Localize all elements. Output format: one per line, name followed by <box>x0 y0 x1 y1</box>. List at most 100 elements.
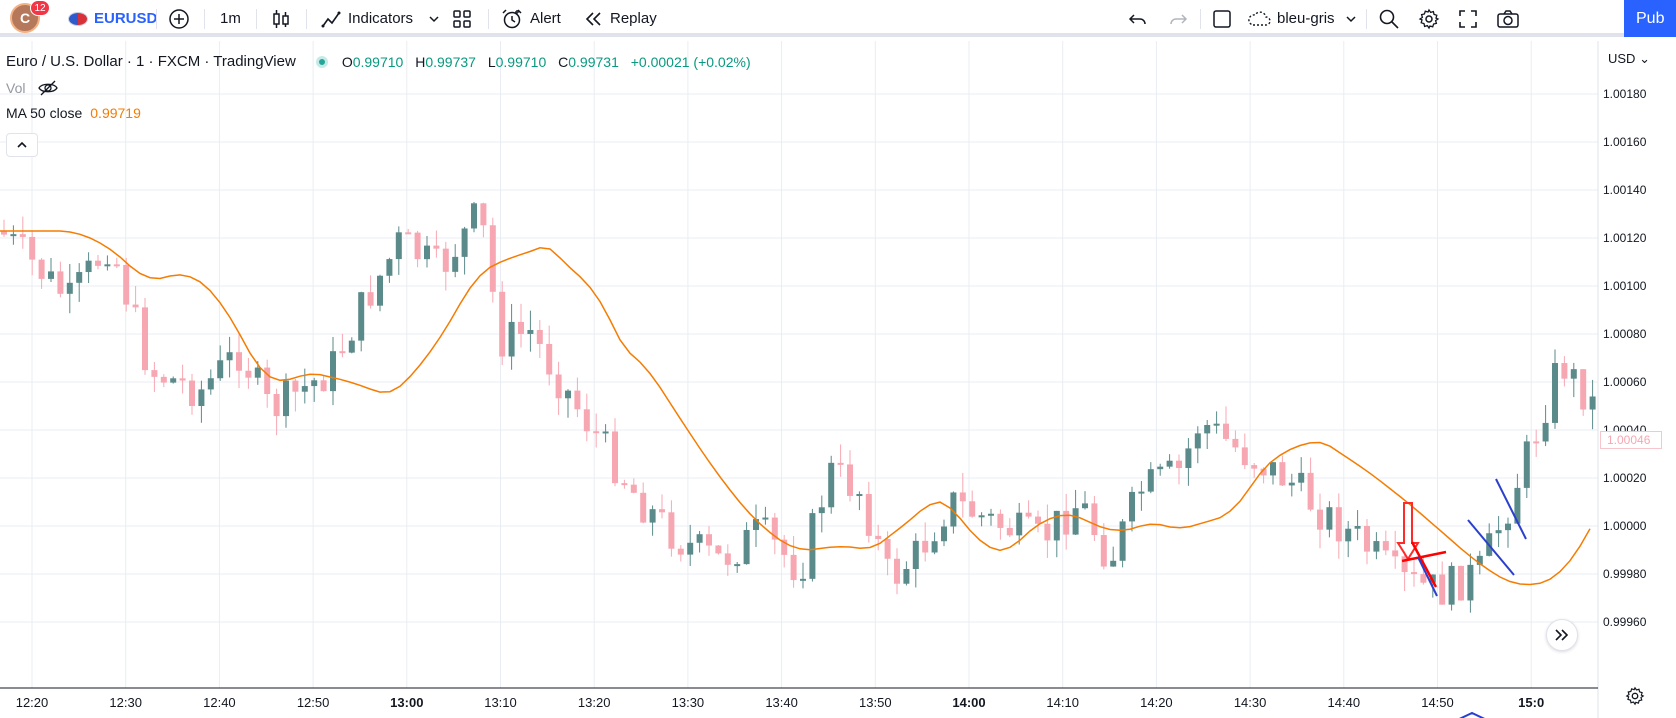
candle-body <box>19 234 26 237</box>
time-label: 14:10 <box>1046 695 1079 710</box>
candle-body <box>612 431 618 484</box>
candle-body <box>123 264 130 305</box>
symbol-legend: Euro / U.S. Dollar · 1 · FXCM · TradingV… <box>6 53 751 70</box>
fast-forward-icon <box>1555 629 1569 641</box>
high-value: 0.99737 <box>425 53 476 70</box>
candle-body <box>311 380 318 387</box>
candle-body <box>640 492 647 523</box>
candle-body <box>1523 441 1530 488</box>
indicators-icon <box>321 11 341 27</box>
plus-circle-icon <box>169 8 189 29</box>
candle-body <box>922 540 929 553</box>
indicators-dropdown[interactable] <box>428 0 440 37</box>
settings-button[interactable] <box>1418 0 1440 37</box>
candle-body <box>602 431 609 434</box>
collapse-legend-button[interactable] <box>6 133 38 157</box>
candle-body <box>1176 460 1182 469</box>
candle-body <box>1307 472 1314 510</box>
ma-value: 0.99719 <box>90 105 141 121</box>
symbol-search-button[interactable]: EURUSD <box>68 0 157 37</box>
blue-trend-line-3[interactable] <box>1495 478 1527 540</box>
user-drawings[interactable] <box>1396 478 1527 718</box>
price-label: 1.00180 <box>1603 87 1647 101</box>
candle-body <box>1194 433 1201 449</box>
legend-title: Euro / U.S. Dollar · 1 · FXCM · TradingV… <box>6 53 296 70</box>
candle-body <box>264 367 271 395</box>
candle-body <box>283 380 289 417</box>
candle-body <box>10 234 17 237</box>
layout-square-button[interactable] <box>1212 0 1232 37</box>
price-chart[interactable] <box>0 41 1676 718</box>
blue-up-arrow-drawing[interactable] <box>1438 711 1506 718</box>
candle-body <box>668 512 675 549</box>
candle-body <box>593 431 600 434</box>
search-button[interactable] <box>1378 0 1400 37</box>
candle-body <box>104 264 111 267</box>
blue-trend-line-1[interactable] <box>1417 556 1438 597</box>
redo-button[interactable] <box>1168 0 1188 37</box>
red-cross-drawing[interactable] <box>1401 541 1447 588</box>
time-label: 13:30 <box>671 695 705 710</box>
scroll-to-realtime-button[interactable] <box>1546 619 1578 651</box>
search-icon <box>1379 9 1399 29</box>
currency-selector[interactable]: USD ⌄ <box>1608 51 1650 66</box>
candle-body <box>1420 574 1427 583</box>
moving-average-line <box>0 230 1591 586</box>
publish-button[interactable]: Pub <box>1624 0 1676 37</box>
candle-body <box>1185 448 1192 469</box>
camera-icon <box>1497 9 1519 28</box>
ma-label: MA 50 close <box>6 105 83 121</box>
volume-legend[interactable]: Vol <box>6 79 59 97</box>
candle-body <box>1552 363 1558 423</box>
candle-body <box>142 307 148 371</box>
alert-button[interactable]: Alert <box>500 0 561 37</box>
candle-body <box>1119 521 1126 561</box>
undo-button[interactable] <box>1128 0 1148 37</box>
candle-body <box>1147 469 1154 492</box>
compare-button[interactable] <box>168 0 190 37</box>
candle-body <box>997 513 1004 528</box>
candle-body <box>1364 526 1370 552</box>
eye-off-icon[interactable] <box>37 79 59 97</box>
layout-name-button[interactable]: bleu-gris <box>1246 0 1357 37</box>
candle-body <box>339 351 346 354</box>
price-label: 1.00160 <box>1603 135 1647 149</box>
candle-body <box>1354 526 1361 529</box>
candle-body <box>1288 482 1295 486</box>
fullscreen-button[interactable] <box>1458 0 1478 37</box>
interval-button[interactable]: 1m <box>220 0 241 37</box>
candle-body <box>1016 512 1023 536</box>
candle-body <box>743 529 750 565</box>
candle-body <box>1533 441 1540 444</box>
candle-body <box>696 534 703 543</box>
red-down-arrow-drawing[interactable] <box>1396 502 1420 561</box>
candle-body <box>677 548 684 555</box>
price-label: 1.00000 <box>1603 519 1647 533</box>
candle-body <box>687 542 694 555</box>
candle-body <box>113 264 120 267</box>
interval-label: 1m <box>220 10 241 27</box>
candle-body <box>555 374 562 399</box>
candle-body <box>574 390 581 410</box>
candle-body <box>753 519 759 530</box>
indicators-button[interactable]: Indicators <box>320 0 413 37</box>
ma-legend[interactable]: MA 50 close 0.99719 <box>6 105 141 121</box>
chart-type-button[interactable] <box>270 0 292 37</box>
candle-body <box>1467 564 1474 601</box>
blue-trend-line-2[interactable] <box>1467 519 1515 576</box>
snapshot-button[interactable] <box>1496 0 1520 37</box>
candle-body <box>941 526 947 542</box>
candle-body <box>818 507 825 514</box>
templates-button[interactable] <box>452 0 472 37</box>
price-label: 1.00140 <box>1603 183 1647 197</box>
candle-body <box>226 352 233 361</box>
candle-body <box>800 578 806 581</box>
chart-settings-button[interactable] <box>1620 681 1650 711</box>
replay-button[interactable]: Replay <box>584 0 657 37</box>
candle-body <box>66 282 73 294</box>
candle-body <box>508 321 515 357</box>
candle-body <box>659 509 665 513</box>
chart-pane[interactable]: Euro / U.S. Dollar · 1 · FXCM · TradingV… <box>0 41 1676 718</box>
candle-body <box>1514 487 1521 524</box>
time-label: 13:50 <box>859 695 892 710</box>
